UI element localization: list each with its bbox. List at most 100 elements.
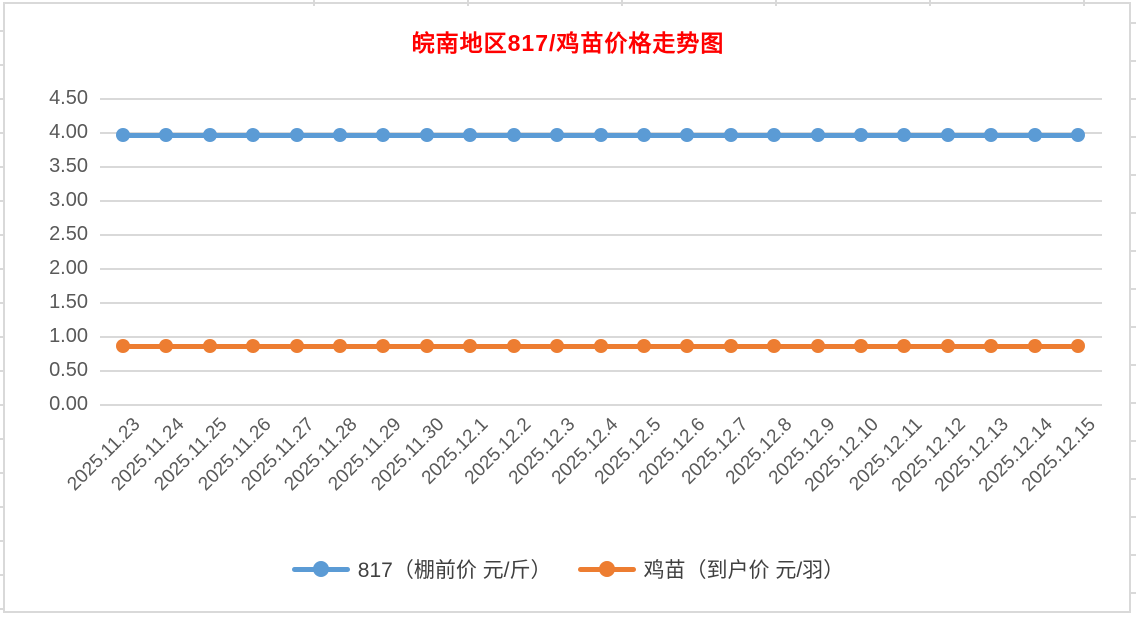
data-point-marker xyxy=(853,339,868,354)
series-line-segment xyxy=(817,132,861,138)
legend-line-marker-icon xyxy=(291,560,350,578)
series-line-segment xyxy=(470,343,514,349)
y-axis-tick-label: 3.00 xyxy=(49,189,88,211)
series-line-segment xyxy=(600,132,644,138)
gridline xyxy=(100,370,1102,372)
legend-item: 鸡苗（到户价 元/羽） xyxy=(577,554,844,584)
data-point-marker xyxy=(680,339,695,354)
data-point-marker xyxy=(940,128,955,143)
y-axis-tick-label: 4.00 xyxy=(49,121,88,143)
series-line-segment xyxy=(991,132,1035,138)
right-edge-tick xyxy=(1129,516,1136,518)
left-edge-tick xyxy=(0,540,5,542)
series-line-segment xyxy=(730,343,775,349)
left-edge-tick xyxy=(0,370,5,372)
series-line-segment xyxy=(557,132,601,138)
right-edge-tick xyxy=(1129,212,1136,214)
series-line-segment xyxy=(774,132,818,138)
data-point-marker xyxy=(984,339,999,354)
y-axis-tick-label: 0.50 xyxy=(49,359,88,381)
data-point-marker xyxy=(593,339,608,354)
top-edge-tick xyxy=(775,0,777,6)
data-point-marker xyxy=(333,339,348,354)
gridline xyxy=(100,404,1102,406)
gridline xyxy=(100,268,1102,270)
data-point-marker xyxy=(246,339,261,354)
left-edge-tick xyxy=(0,166,5,168)
left-edge-tick xyxy=(0,608,5,610)
data-point-marker xyxy=(289,128,304,143)
data-point-marker xyxy=(159,339,174,354)
data-point-marker xyxy=(550,339,565,354)
series-line-segment xyxy=(600,343,644,349)
series-line-segment xyxy=(947,343,992,349)
right-edge-tick xyxy=(1129,402,1136,404)
data-point-marker xyxy=(202,339,217,354)
right-edge-tick xyxy=(1129,326,1136,328)
series-line-segment xyxy=(643,132,688,138)
data-point-marker xyxy=(506,339,521,354)
left-edge-tick xyxy=(0,132,5,134)
left-edge-tick xyxy=(0,302,5,304)
series-line-segment xyxy=(426,343,471,349)
left-edge-tick xyxy=(0,574,5,576)
data-point-marker xyxy=(506,128,521,143)
series-line-segment xyxy=(253,343,297,349)
series-line-segment xyxy=(209,343,254,349)
y-axis-tick-label: 1.00 xyxy=(49,325,88,347)
top-edge-tick xyxy=(313,0,315,6)
y-axis-tick-label: 0.00 xyxy=(49,393,88,415)
left-edge-tick xyxy=(0,404,5,406)
series-line-segment xyxy=(513,132,558,138)
series-line-segment xyxy=(470,132,514,138)
left-edge-tick xyxy=(0,200,5,202)
series-line-segment xyxy=(643,343,688,349)
data-point-marker xyxy=(463,339,478,354)
data-point-marker xyxy=(897,128,912,143)
data-point-marker xyxy=(419,128,434,143)
right-edge-tick xyxy=(1129,592,1136,594)
top-edge-tick xyxy=(1083,0,1085,6)
series-line-segment xyxy=(340,343,384,349)
gridline xyxy=(100,302,1102,304)
gridline xyxy=(100,166,1102,168)
legend-dot xyxy=(312,561,329,577)
right-edge-tick xyxy=(1129,98,1136,100)
right-edge-tick xyxy=(1129,174,1136,176)
series-line-segment xyxy=(904,343,948,349)
series-line-segment xyxy=(1034,132,1078,138)
gridline xyxy=(100,200,1102,202)
top-edge-tick xyxy=(929,0,931,6)
legend-label: 817（棚前价 元/斤） xyxy=(357,559,552,582)
series-line-segment xyxy=(1034,343,1078,349)
series-line-segment xyxy=(687,132,731,138)
data-point-marker xyxy=(246,128,261,143)
data-point-marker xyxy=(202,128,217,143)
right-edge-tick xyxy=(1129,22,1136,24)
data-point-marker xyxy=(1071,128,1085,143)
y-axis-tick-label: 1.50 xyxy=(49,291,88,313)
right-edge-tick xyxy=(1129,250,1136,252)
legend-dot xyxy=(598,561,615,577)
series-line-segment xyxy=(687,343,731,349)
data-point-marker xyxy=(897,339,912,354)
y-axis-tick-label: 4.50 xyxy=(49,87,88,109)
data-point-marker xyxy=(376,128,391,143)
series-line-segment xyxy=(383,343,427,349)
data-point-marker xyxy=(636,339,651,354)
legend-line-marker-icon xyxy=(577,560,636,578)
data-point-marker xyxy=(550,128,565,143)
data-point-marker xyxy=(940,339,955,354)
left-edge-tick xyxy=(0,64,5,66)
data-point-marker xyxy=(723,128,738,143)
left-edge-tick xyxy=(0,438,5,440)
data-point-marker xyxy=(116,339,130,354)
gridline xyxy=(100,336,1102,338)
data-point-marker xyxy=(1027,339,1042,354)
left-edge-tick xyxy=(0,506,5,508)
data-point-marker xyxy=(419,339,434,354)
y-axis-tick-label: 2.50 xyxy=(49,223,88,245)
data-point-marker xyxy=(1027,128,1042,143)
left-edge-tick xyxy=(0,98,5,100)
